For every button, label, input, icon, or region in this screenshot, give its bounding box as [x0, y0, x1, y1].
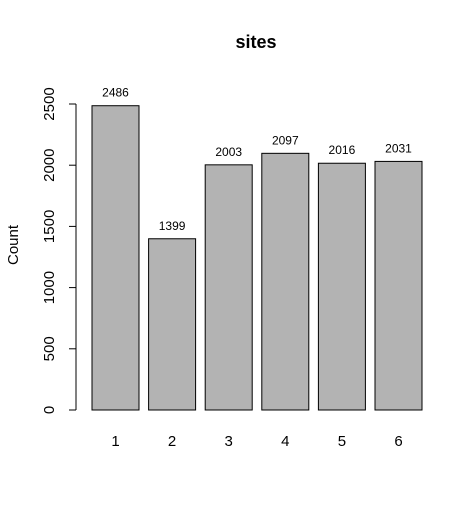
- bar-2: [148, 238, 197, 411]
- x-tick-label-1: 1: [111, 433, 119, 450]
- y-tick-label: 2500: [41, 87, 58, 120]
- x-tick-label-6: 6: [394, 433, 402, 450]
- data-label-6: 2031: [385, 141, 412, 155]
- data-label-4: 2097: [272, 133, 299, 147]
- data-labels-group: 2486 1399 2003 2097 2016 2031: [102, 86, 412, 233]
- data-label-5: 2016: [329, 143, 356, 157]
- x-tick-label-2: 2: [168, 433, 176, 450]
- bar-1: [91, 105, 140, 411]
- x-tick-labels-group: 1 2 3 4 5 6: [111, 433, 402, 450]
- x-tick-label-4: 4: [281, 433, 289, 450]
- y-tick-label: 500: [41, 336, 58, 361]
- data-label-3: 2003: [215, 145, 242, 159]
- y-tick-label: 0: [41, 406, 58, 414]
- x-tick-label-5: 5: [338, 433, 346, 450]
- y-tick-label: 1000: [41, 271, 58, 304]
- data-label-1: 2486: [102, 86, 129, 100]
- y-axis-label: Count: [5, 224, 22, 265]
- data-label-2: 1399: [159, 219, 186, 233]
- y-axis: 0 500 1000 1500 2000 2500: [41, 87, 77, 414]
- bar-3: [204, 164, 253, 411]
- bar-6: [374, 160, 423, 411]
- y-tick-label: 2000: [41, 149, 58, 182]
- chart-title: sites: [235, 32, 276, 52]
- y-tick-label: 1500: [41, 210, 58, 243]
- x-tick-label-3: 3: [225, 433, 233, 450]
- bars-group: [91, 105, 423, 411]
- bar-4: [261, 152, 310, 411]
- bar-5: [317, 162, 366, 411]
